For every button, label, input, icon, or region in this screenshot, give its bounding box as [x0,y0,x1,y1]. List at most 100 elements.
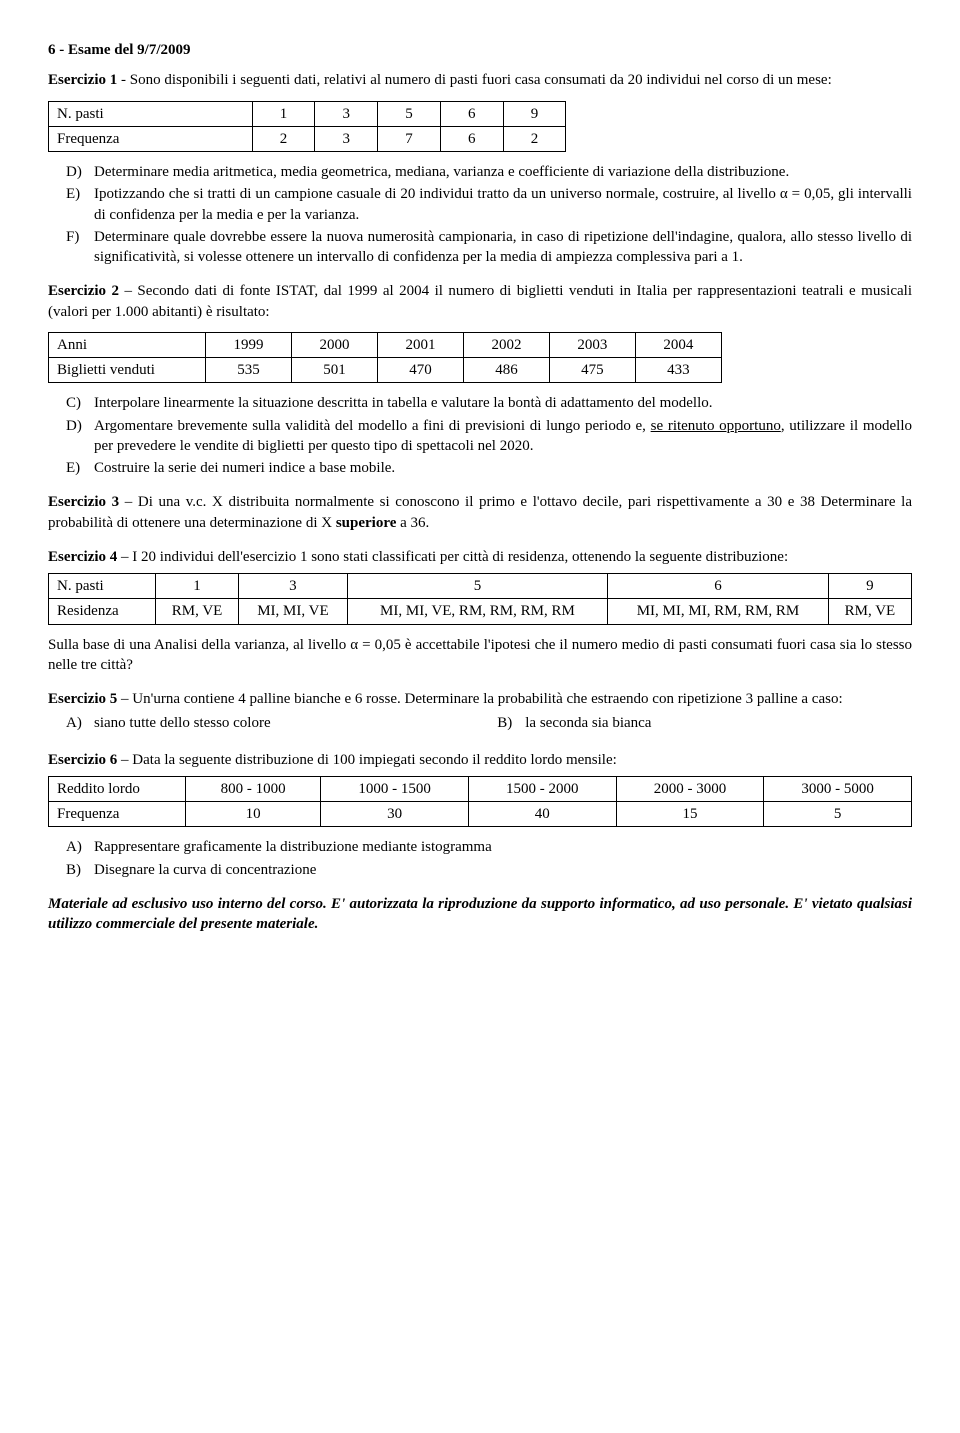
ex1-t-r2-c5: 2 [503,126,566,151]
ex1-t-r1-c5: 9 [503,101,566,126]
ex2-item-e: E) Costruire la serie dei numeri indice … [48,458,912,478]
ex2-label: Esercizio 2 [48,283,119,299]
ex5-label: Esercizio 5 [48,691,117,707]
ex1-t-r1-label: N. pasti [49,101,253,126]
ex1-label: Esercizio 1 [48,72,117,88]
ex2-t-y3: 2001 [377,332,463,357]
ex1-item-e: E) Ipotizzando che si tratti di un campi… [48,184,912,225]
ex2-item-d: D) Argomentare brevemente sulla validità… [48,416,912,457]
ex4-t-c2: 3 [239,574,348,599]
ex4-t-c5: 9 [828,574,911,599]
ex6-t-r4: 2000 - 3000 [616,776,764,801]
ex1-t-r2-label: Frequenza [49,126,253,151]
ex6-table: Reddito lordo 800 - 1000 1000 - 1500 150… [48,776,912,828]
ex1-intro: Esercizio 1 - Sono disponibili i seguent… [48,70,912,90]
ex1-intro-text: - Sono disponibili i seguenti dati, rela… [117,72,831,88]
ex2-t-y4: 2002 [463,332,549,357]
ex5-intro: Esercizio 5 – Un'urna contiene 4 palline… [48,689,912,709]
ex3-bold: superiore [336,515,397,531]
ex4-t-c3: 5 [347,574,607,599]
ex5-item-a: A) siano tutte dello stesso colore [48,713,497,733]
footer-note: Materiale ad esclusivo uso interno del c… [48,894,912,935]
ex3: Esercizio 3 – Di una v.c. X distribuita … [48,492,912,533]
ex4-t-v5: RM, VE [828,599,911,624]
ex6-item-b: B) Disegnare la curva di concentrazione [48,860,912,880]
ex6-t-r1: 800 - 1000 [186,776,321,801]
ex1-d-marker: D) [48,162,94,182]
ex2-t-y1: 1999 [206,332,292,357]
ex2-t-y5: 2003 [549,332,635,357]
ex6-t-f3: 40 [468,802,616,827]
ex4-tail-a: Sulla base di una Analisi della varianza… [48,637,350,653]
ex2-d-marker: D) [48,416,94,457]
ex1-e-a: Ipotizzando che si tratti di un campione… [94,186,780,202]
ex3-label: Esercizio 3 [48,494,119,510]
ex2-t-v1: 535 [206,358,292,383]
ex2-t-r1-label: Anni [49,332,206,357]
ex6-intro-text: – Data la seguente distribuzione di 100 … [117,752,616,768]
ex6-t-r1-label: Reddito lordo [49,776,186,801]
ex6-label: Esercizio 6 [48,752,117,768]
ex2-t-r2-label: Biglietti venduti [49,358,206,383]
ex6-t-r2-label: Frequenza [49,802,186,827]
ex6-t-f2: 30 [321,802,469,827]
ex4-label: Esercizio 4 [48,549,117,565]
ex4-t-v1: RM, VE [156,599,239,624]
ex2-t-v4: 486 [463,358,549,383]
ex2-t-y6: 2004 [635,332,721,357]
ex1-table: N. pasti 1 3 5 6 9 Frequenza 2 3 7 6 2 [48,101,566,153]
ex4-table: N. pasti 1 3 5 6 9 Residenza RM, VE MI, … [48,573,912,625]
ex6-b-body: Disegnare la curva di concentrazione [94,860,912,880]
ex6-t-f1: 10 [186,802,321,827]
ex5-intro-text: – Un'urna contiene 4 palline bianche e 6… [117,691,842,707]
ex4-t-v2: MI, MI, VE [239,599,348,624]
ex6-t-f4: 15 [616,802,764,827]
ex4-t-c1: 1 [156,574,239,599]
ex5-item-b: B) la seconda sia bianca [497,713,912,733]
ex6-t-f5: 5 [764,802,912,827]
ex2-item-c: C) Interpolare linearmente la situazione… [48,393,912,413]
ex5-b-marker: B) [497,713,525,733]
ex4-t-v3: MI, MI, VE, RM, RM, RM, RM [347,599,607,624]
ex2-c-marker: C) [48,393,94,413]
ex1-f-body: Determinare quale dovrebbe essere la nuo… [94,227,912,268]
ex1-t-r2-c1: 2 [252,126,315,151]
ex6-intro: Esercizio 6 – Data la seguente distribuz… [48,750,912,770]
ex5-a-body: siano tutte dello stesso colore [94,713,497,733]
ex3-text-a: – Di una v.c. X distribuita normalmente … [48,494,912,530]
ex2-e-body: Costruire la serie dei numeri indice a b… [94,458,912,478]
ex1-t-r1-c2: 3 [315,101,378,126]
ex4-tail-alpha: α [350,637,358,653]
ex6-a-body: Rappresentare graficamente la distribuzi… [94,837,912,857]
ex1-t-r1-c4: 6 [440,101,503,126]
ex5-a-marker: A) [48,713,94,733]
ex2-intro-text: – Secondo dati di fonte ISTAT, dal 1999 … [48,283,912,319]
ex2-table: Anni 1999 2000 2001 2002 2003 2004 Bigli… [48,332,722,384]
ex2-t-v5: 475 [549,358,635,383]
ex4-intro: Esercizio 4 – I 20 individui dell'eserci… [48,547,912,567]
ex2-t-v6: 433 [635,358,721,383]
ex1-t-r1-c1: 1 [252,101,315,126]
ex6-t-r5: 3000 - 5000 [764,776,912,801]
ex4-t-r1-label: N. pasti [49,574,156,599]
ex6-item-a: A) Rappresentare graficamente la distrib… [48,837,912,857]
ex3-text-b: a 36. [396,515,429,531]
ex2-c-body: Interpolare linearmente la situazione de… [94,393,912,413]
ex2-e-marker: E) [48,458,94,478]
ex6-t-r3: 1500 - 2000 [468,776,616,801]
ex2-t-v2: 501 [291,358,377,383]
ex6-a-marker: A) [48,837,94,857]
ex2-d-body: Argomentare brevemente sulla validità de… [94,416,912,457]
ex4-intro-text: – I 20 individui dell'esercizio 1 sono s… [117,549,788,565]
ex5-b-body: la seconda sia bianca [525,713,912,733]
ex1-d-body: Determinare media aritmetica, media geom… [94,162,912,182]
ex4-t-v4: MI, MI, MI, RM, RM, RM [608,599,829,624]
ex1-e-body: Ipotizzando che si tratti di un campione… [94,184,912,225]
ex2-t-v3: 470 [377,358,463,383]
ex1-t-r2-c4: 6 [440,126,503,151]
ex2-d-u1: se ritenuto opportuno [651,418,781,434]
page-title: 6 - Esame del 9/7/2009 [48,40,912,60]
ex6-t-r2: 1000 - 1500 [321,776,469,801]
ex1-t-r1-c3: 5 [378,101,441,126]
ex1-e-marker: E) [48,184,94,225]
